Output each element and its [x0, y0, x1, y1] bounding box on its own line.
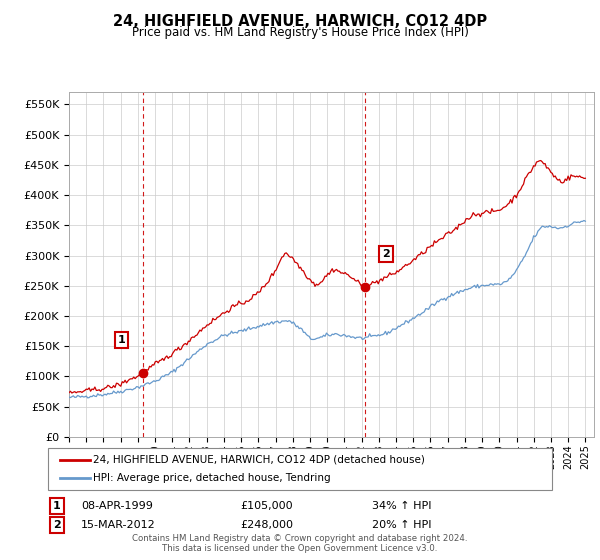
Text: 20% ↑ HPI: 20% ↑ HPI: [372, 520, 431, 530]
Text: £105,000: £105,000: [240, 501, 293, 511]
Text: 24, HIGHFIELD AVENUE, HARWICH, CO12 4DP: 24, HIGHFIELD AVENUE, HARWICH, CO12 4DP: [113, 14, 487, 29]
Text: 2: 2: [382, 249, 390, 259]
Text: HPI: Average price, detached house, Tendring: HPI: Average price, detached house, Tend…: [93, 473, 331, 483]
Text: 2: 2: [53, 520, 61, 530]
Text: 08-APR-1999: 08-APR-1999: [81, 501, 153, 511]
Text: 24, HIGHFIELD AVENUE, HARWICH, CO12 4DP (detached house): 24, HIGHFIELD AVENUE, HARWICH, CO12 4DP …: [93, 455, 425, 465]
Text: £248,000: £248,000: [240, 520, 293, 530]
Text: Price paid vs. HM Land Registry's House Price Index (HPI): Price paid vs. HM Land Registry's House …: [131, 26, 469, 39]
Text: 34% ↑ HPI: 34% ↑ HPI: [372, 501, 431, 511]
Text: 1: 1: [53, 501, 61, 511]
Text: 15-MAR-2012: 15-MAR-2012: [81, 520, 156, 530]
Text: 1: 1: [118, 335, 126, 345]
Text: Contains HM Land Registry data © Crown copyright and database right 2024.
This d: Contains HM Land Registry data © Crown c…: [132, 534, 468, 553]
